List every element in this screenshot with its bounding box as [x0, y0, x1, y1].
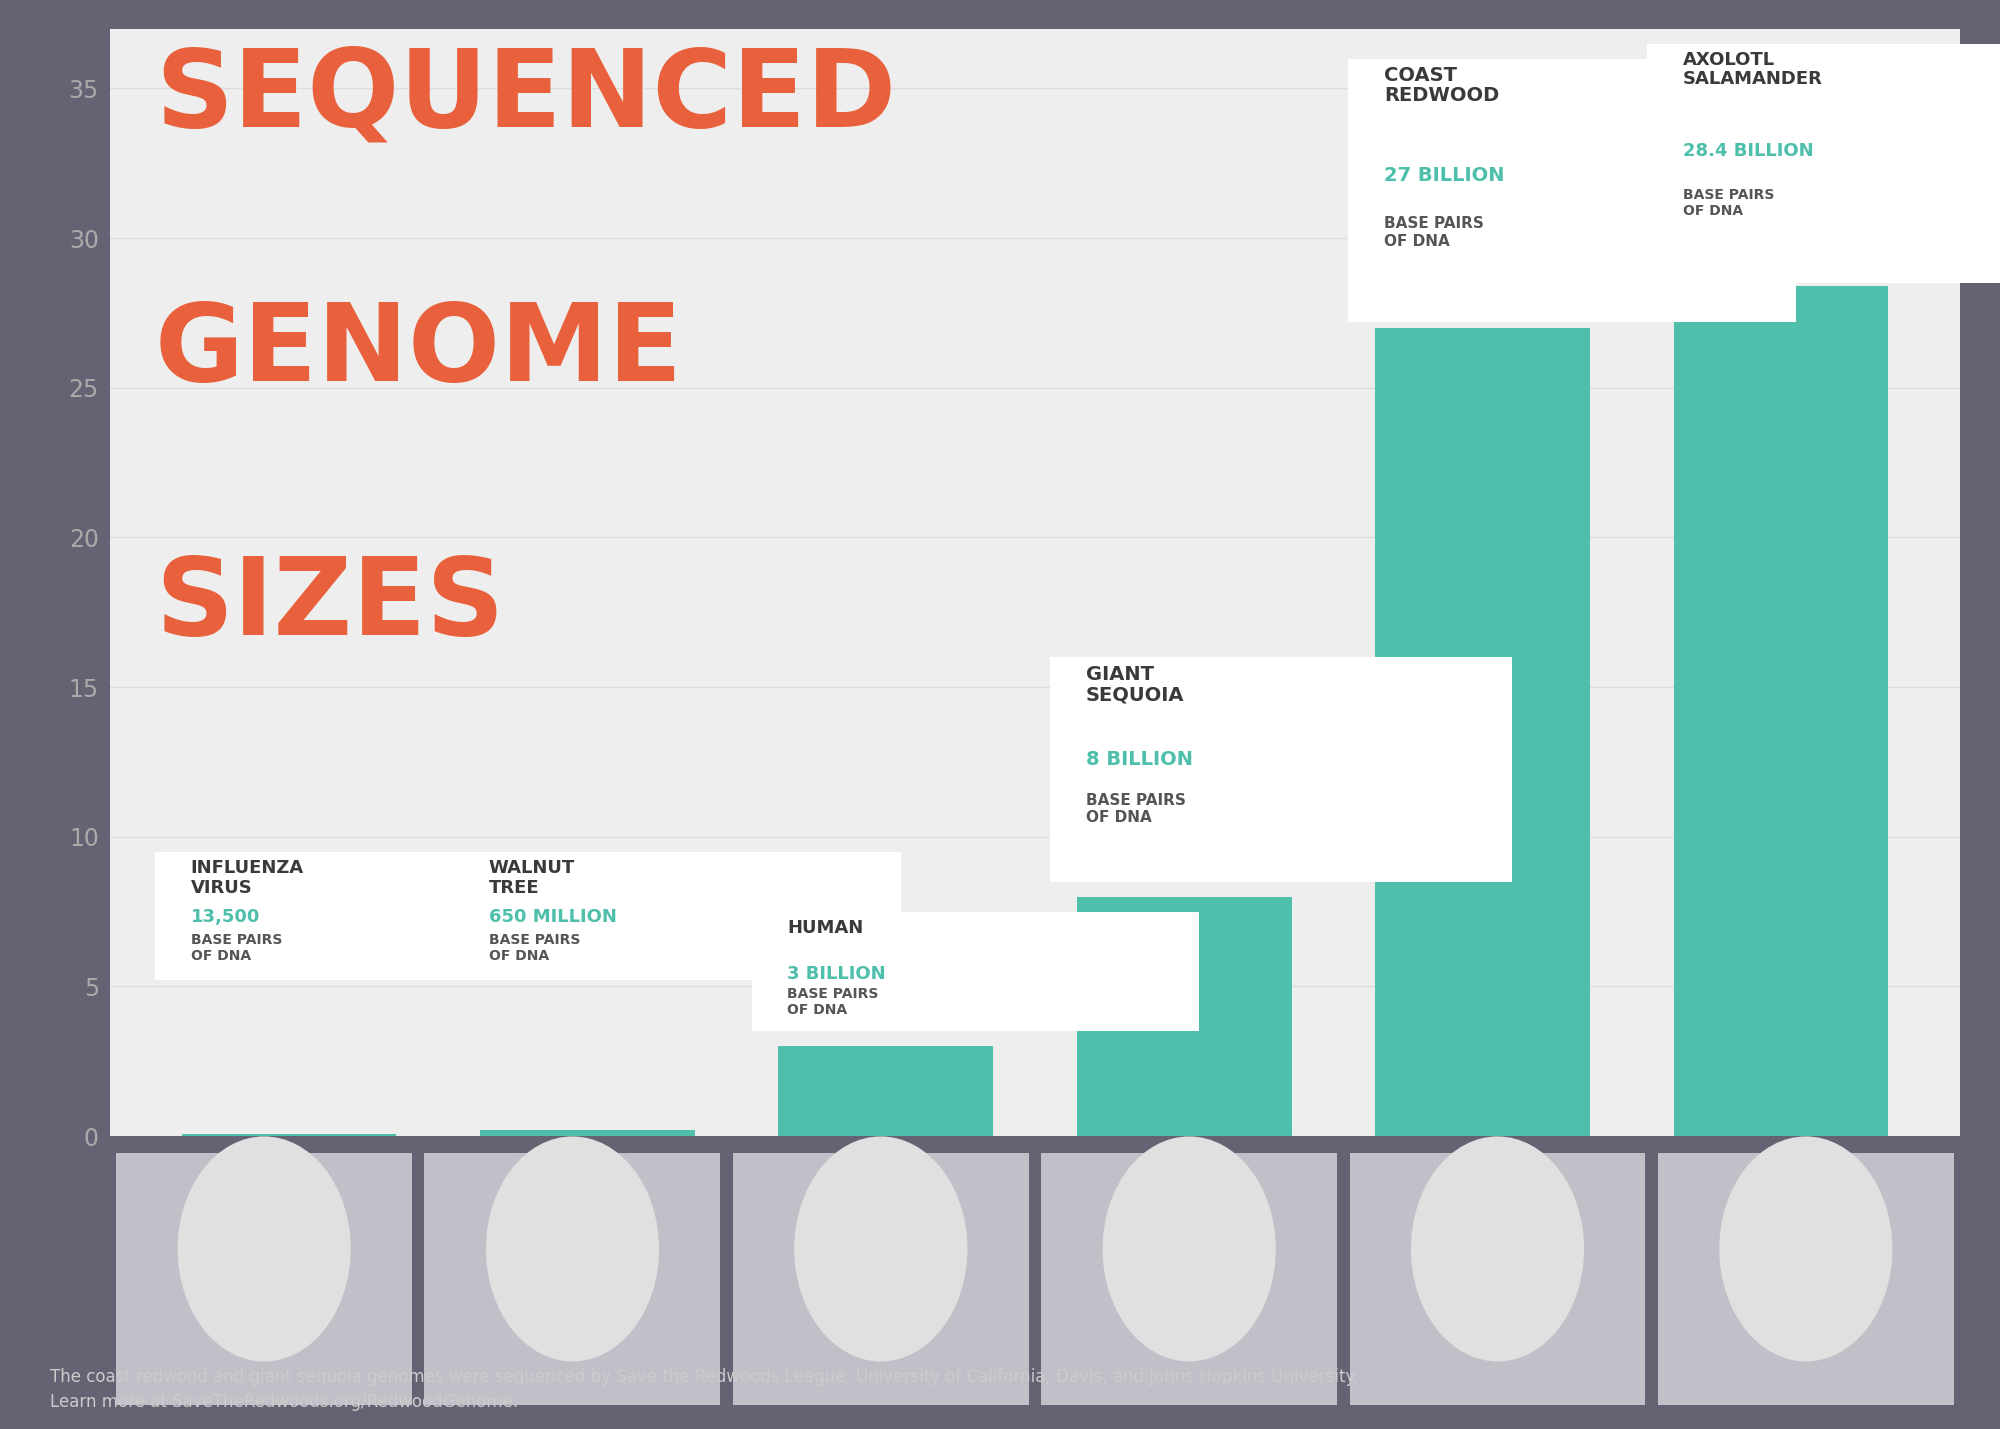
FancyBboxPatch shape — [454, 852, 900, 980]
Text: GENOME: GENOME — [154, 299, 682, 404]
Text: BASE PAIRS
OF DNA: BASE PAIRS OF DNA — [1086, 793, 1186, 825]
Ellipse shape — [1410, 1136, 1584, 1362]
FancyBboxPatch shape — [752, 912, 1200, 1032]
FancyBboxPatch shape — [1042, 1153, 1338, 1405]
Bar — [1076, 896, 1292, 1136]
FancyBboxPatch shape — [116, 1153, 412, 1405]
Text: BASE PAIRS
OF DNA: BASE PAIRS OF DNA — [190, 933, 282, 963]
Ellipse shape — [794, 1136, 968, 1362]
Bar — [480, 1130, 694, 1136]
Text: 27 BILLION: 27 BILLION — [1384, 166, 1504, 186]
FancyBboxPatch shape — [1348, 59, 1796, 322]
Text: SIZES: SIZES — [154, 553, 504, 659]
Bar — [1674, 286, 1888, 1136]
Text: COAST
REDWOOD: COAST REDWOOD — [1384, 66, 1500, 106]
Text: 8 BILLION: 8 BILLION — [1086, 750, 1192, 769]
Ellipse shape — [486, 1136, 660, 1362]
FancyBboxPatch shape — [1646, 43, 2000, 283]
FancyBboxPatch shape — [732, 1153, 1028, 1405]
Text: 3 BILLION: 3 BILLION — [788, 965, 886, 983]
Text: SEQUENCED: SEQUENCED — [154, 43, 896, 150]
Text: BASE PAIRS
OF DNA: BASE PAIRS OF DNA — [488, 933, 580, 963]
Text: 650 MILLION: 650 MILLION — [488, 907, 616, 926]
FancyBboxPatch shape — [1050, 657, 1512, 882]
Ellipse shape — [1102, 1136, 1276, 1362]
Text: 28.4 BILLION: 28.4 BILLION — [1682, 141, 1814, 160]
Text: BASE PAIRS
OF DNA: BASE PAIRS OF DNA — [788, 987, 878, 1017]
FancyBboxPatch shape — [424, 1153, 720, 1405]
Text: INFLUENZA
VIRUS: INFLUENZA VIRUS — [190, 859, 304, 896]
Text: 13,500: 13,500 — [190, 907, 260, 926]
Text: BASE PAIRS
OF DNA: BASE PAIRS OF DNA — [1682, 187, 1774, 217]
Text: The coast redwood and giant sequoia genomes were sequenced by Save the Redwoods : The coast redwood and giant sequoia geno… — [50, 1368, 1358, 1410]
Text: AXOLOTL
SALAMANDER: AXOLOTL SALAMANDER — [1682, 51, 1822, 89]
FancyBboxPatch shape — [154, 852, 602, 980]
Bar — [182, 1135, 396, 1136]
Text: BASE PAIRS
OF DNA: BASE PAIRS OF DNA — [1384, 216, 1484, 249]
Bar — [778, 1046, 994, 1136]
Text: WALNUT
TREE: WALNUT TREE — [488, 859, 576, 896]
FancyBboxPatch shape — [1350, 1153, 1646, 1405]
Bar — [1376, 327, 1590, 1136]
Ellipse shape — [1720, 1136, 1892, 1362]
Text: GIANT
SEQUOIA: GIANT SEQUOIA — [1086, 664, 1184, 704]
FancyBboxPatch shape — [1658, 1153, 1954, 1405]
Text: HUMAN: HUMAN — [788, 919, 864, 937]
Ellipse shape — [178, 1136, 350, 1362]
